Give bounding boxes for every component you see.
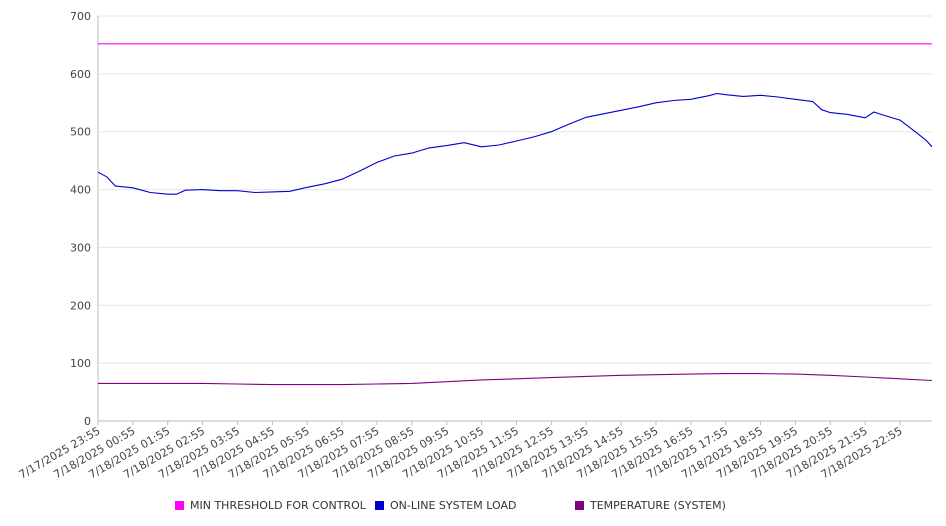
legend-item-temperature[interactable]: TEMPERATURE (SYSTEM)	[575, 498, 726, 512]
series-line-system-load	[97, 92, 933, 195]
y-tick-label: 400	[70, 184, 91, 197]
legend-swatch-temperature	[575, 500, 584, 510]
legend-swatch-system-load	[375, 500, 384, 510]
y-tick-label: 0	[84, 415, 91, 428]
y-tick-label: 200	[70, 299, 91, 312]
legend-item-min-threshold[interactable]: MIN THRESHOLD FOR CONTROL	[175, 498, 366, 512]
gridlines	[98, 15, 932, 364]
legend-label-temperature: TEMPERATURE (SYSTEM)	[590, 498, 726, 512]
y-tick-label: 100	[70, 357, 91, 370]
legend-label-min-threshold: MIN THRESHOLD FOR CONTROL	[190, 498, 366, 512]
y-tick-label: 500	[70, 126, 91, 139]
y-tick-label: 700	[70, 10, 91, 23]
y-tick-label: 600	[70, 68, 91, 81]
legend-label-system-load: ON-LINE SYSTEM LOAD	[390, 498, 517, 512]
series-line-temperature	[98, 373, 933, 386]
legend: MIN THRESHOLD FOR CONTROL ON-LINE SYSTEM…	[0, 498, 946, 518]
legend-item-system-load[interactable]: ON-LINE SYSTEM LOAD	[375, 498, 516, 512]
legend-swatch-min-threshold	[175, 500, 184, 510]
y-tick-label: 300	[70, 241, 91, 254]
x-axis: 7/17/2025 23:557/18/2025 00:557/18/2025 …	[17, 420, 932, 481]
series-lines	[97, 43, 933, 386]
y-axis: 0 100 200 300 400 500 600 700	[70, 10, 99, 428]
